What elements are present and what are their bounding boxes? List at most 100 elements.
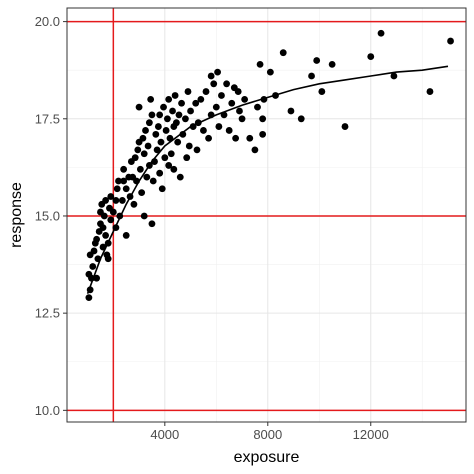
data-point [169,107,176,115]
data-point [223,80,231,88]
data-point [113,185,121,193]
data-point [173,119,180,127]
data-point [120,165,128,173]
data-point [89,263,97,270]
data-point [157,138,165,146]
data-point [193,146,201,154]
data-point [163,115,171,123]
data-point [205,134,212,142]
data-point [266,68,274,76]
data-point [134,146,142,154]
data-point [149,177,157,185]
data-point [174,138,182,146]
data-point [341,123,349,130]
data-point [161,154,169,162]
data-point [210,80,218,88]
data-point [308,72,315,80]
y-axis-title: response [8,182,25,248]
data-point [142,127,149,134]
data-point [178,99,185,107]
y-tick-label: 10.0 [35,403,60,418]
data-point [148,111,156,119]
data-point [138,189,146,197]
data-point [104,255,112,263]
x-tick-label: 4000 [150,427,179,442]
data-point [215,123,223,130]
data-points [85,29,454,302]
x-tick-label: 12000 [353,427,389,442]
data-point [120,177,128,185]
data-point [165,95,173,103]
data-point [176,173,184,181]
data-point [171,92,179,99]
data-point [234,88,242,95]
data-point [102,232,110,239]
data-point [118,197,126,204]
data-point [175,111,183,119]
data-point [377,29,385,37]
data-point [139,134,147,142]
data-point [318,88,326,95]
data-point [187,107,194,115]
data-point [156,169,164,177]
data-point [241,95,249,103]
data-point [426,88,434,95]
data-point [212,103,220,111]
data-point [225,127,233,134]
data-point [107,193,115,200]
data-point [115,177,122,185]
data-point [183,154,191,162]
data-point [232,134,240,142]
data-point [156,111,164,119]
data-point [182,115,189,123]
data-point [447,37,454,45]
data-point [167,150,175,158]
data-point [145,119,153,127]
y-tick-label: 12.5 [35,306,60,321]
data-point [140,150,148,158]
data-point [153,146,161,154]
y-axis-ticks: 10.0 12.5 15.0 17.5 20.0 [35,14,67,418]
data-point [130,200,138,208]
trend-line [86,65,449,294]
data-point [251,146,259,154]
data-point [147,95,155,103]
data-point [184,88,192,95]
data-point [122,185,130,193]
data-point [256,60,264,68]
data-point [259,115,267,123]
data-point [246,134,254,142]
data-point [102,197,110,204]
plot-border [66,7,467,423]
data-point [328,60,336,68]
data-point [100,212,108,220]
data-point [367,53,375,60]
data-point [207,72,215,80]
data-point [390,72,398,80]
data-point [152,130,160,138]
data-point [158,185,166,193]
data-point [197,95,205,103]
data-point [236,107,243,115]
y-tick-label: 20.0 [35,14,60,29]
data-point [148,220,156,228]
data-point [287,107,295,115]
data-point [99,224,107,232]
data-point [200,127,207,134]
data-point [90,247,98,255]
data-point [238,115,246,123]
plot-panel [66,7,467,423]
data-point [214,68,221,76]
data-point [140,212,148,220]
data-point [91,239,99,247]
data-point [192,99,200,107]
data-point [185,142,193,150]
data-point [143,173,151,181]
data-point [122,232,130,239]
data-point [144,142,152,150]
data-point [162,127,170,134]
y-tick-label: 17.5 [35,111,60,126]
data-point [107,216,115,224]
data-point [228,99,236,107]
